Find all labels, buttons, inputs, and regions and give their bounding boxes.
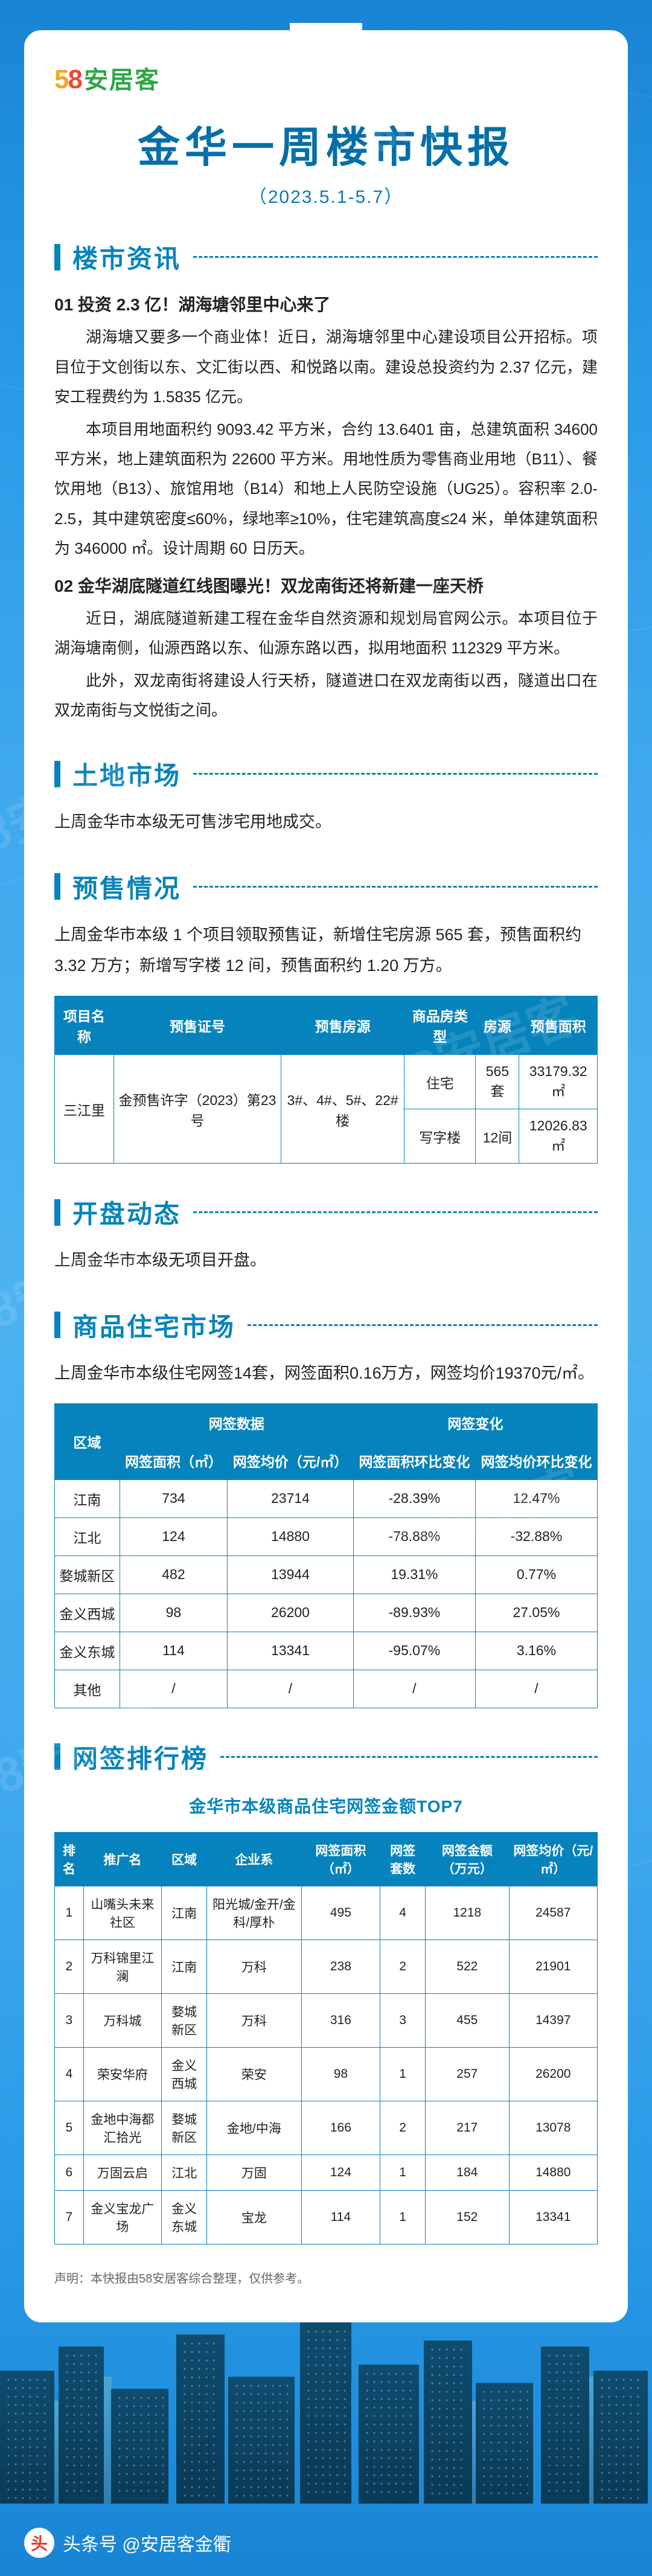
table-row: 4荣安华府金义西城荣安98125726200 [55, 2047, 598, 2101]
report-card: 58 安居客 金华一周楼市快报 （2023.5.1-5.7） 楼市资讯 01 投… [24, 30, 628, 2322]
footer: 头 头条号 @安居客金衢 [0, 2286, 652, 2576]
page-title: 金华一周楼市快报 [54, 114, 598, 175]
news-item-1: 01 投资 2.3 亿！湖海塘邻里中心来了 湖海塘又要多一个商业体！近日，湖海塘… [54, 290, 598, 564]
table-row: 金义西城9826200-89.93%27.05% [55, 1594, 598, 1632]
table-row: 江北12414880-78.88%-32.88% [55, 1517, 598, 1556]
land-summary: 上周金华市本级无可售涉宅用地成交。 [54, 807, 598, 838]
section-header-residential: 商品住宅市场 [54, 1307, 598, 1344]
date-range: （2023.5.1-5.7） [54, 182, 598, 208]
source-text: 头条号 @安居客金衢 [63, 2530, 231, 2556]
brand-logo: 58 安居客 [54, 60, 598, 95]
table-row: 6万固云启江北万固124118414880 [55, 2155, 598, 2190]
table-row: 1山嘴头未来社区江南阳光城/金开/金科/厚朴4954121824587 [55, 1886, 598, 1940]
skyline-graphic [0, 2310, 652, 2504]
presale-table: 项目名称 预售证号 预售房源 商品房类型 房源 预售面积 三江里 金预售许字（2… [54, 996, 598, 1164]
logo-8: 8 [68, 65, 81, 94]
section-header-land: 土地市场 [54, 755, 598, 792]
table-row: 江南73423714-28.39%12.47% [55, 1479, 598, 1517]
news-item-2: 02 金华湖底隧道红线图曝光！双龙南街还将新建一座天桥 近日，湖底隧道新建工程在… [54, 571, 598, 726]
table-row: 婺城新区4821394419.31%0.77% [55, 1556, 598, 1594]
logo-5: 5 [54, 65, 68, 94]
section-header-ranking: 网签排行榜 [54, 1738, 598, 1775]
toutiao-icon: 头 [24, 2528, 54, 2558]
logo-text: 安居客 [84, 60, 160, 95]
opening-summary: 上周金华市本级无项目开盘。 [54, 1245, 598, 1276]
table-row: 7金义宝龙广场金义东城宝龙114115213341 [55, 2190, 598, 2244]
ranking-table-title: 金华市本级商品住宅网签金额TOP7 [54, 1793, 598, 1818]
presale-summary: 上周金华市本级 1 个项目领取预售证，新增住宅房源 565 套，预售面积约 3.… [54, 920, 598, 982]
disclaimer: 声明：本快报由58安居客综合整理，仅供参考。 [54, 2269, 598, 2286]
table-row: 金义东城11413341-95.07%3.16% [55, 1632, 598, 1670]
table-row: 其他//// [55, 1670, 598, 1708]
table-row: 2万科锦里江澜江南万科238252221901 [55, 1940, 598, 1993]
source-attribution: 头 头条号 @安居客金衢 [24, 2528, 231, 2558]
table-row: 5金地中海都汇拾光婺城新区金地/中海166221713078 [55, 2101, 598, 2155]
table-row: 三江里 金预售许字（2023）第23号 3#、4#、5#、22#楼 住宅 565… [55, 1055, 598, 1109]
residential-summary: 上周金华市本级住宅网签14套，网签面积0.16万方，网签均价19370元/㎡。 [54, 1358, 598, 1389]
section-header-opening: 开盘动态 [54, 1194, 598, 1231]
table-row: 3万科城婺城新区万科316345514397 [55, 1993, 598, 2047]
section-header-news: 楼市资讯 [54, 239, 598, 275]
section-header-presale: 预售情况 [54, 868, 598, 905]
ranking-table: 排名推广名区域企业系网签面积（㎡）网签套数网签金额（万元）网签均价（元/㎡） 1… [54, 1832, 598, 2244]
residential-table: 区域 网签数据 网签变化 网签面积（㎡） 网签均价（元/㎡） 网签面积环比变化 … [54, 1403, 598, 1708]
